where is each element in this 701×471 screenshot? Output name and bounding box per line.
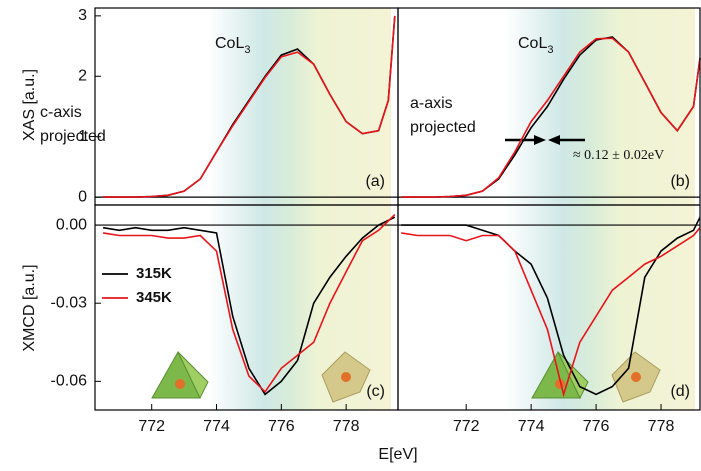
shading [208, 8, 695, 410]
data-line [102, 216, 396, 396]
y-tick-label: -0.03 [51, 294, 88, 311]
x-tick-label: 774 [518, 418, 545, 435]
edge-label-sub: 3 [244, 44, 250, 56]
x-tick-label: 778 [333, 418, 360, 435]
y-tick-label: 1 [78, 128, 87, 145]
panel-label: (d) [670, 383, 690, 400]
panel-label: (b) [670, 173, 690, 190]
arrow-head [534, 135, 546, 145]
note: a-axis [410, 95, 453, 112]
panel-label: (a) [365, 173, 385, 190]
y-tick-label: 2 [78, 68, 87, 85]
note: c-axis [40, 104, 82, 121]
atom-icon [555, 379, 565, 389]
data-line [102, 214, 396, 394]
note: projected [410, 119, 476, 136]
y-axis-title: XAS [a.u.] [21, 69, 38, 141]
data-line [103, 15, 396, 198]
note: projected [40, 128, 106, 145]
width-label: ≈ 0.12 ± 0.02eV [573, 148, 664, 163]
data-line [401, 216, 701, 396]
data-line [401, 227, 701, 398]
x-tick-label: 772 [138, 418, 165, 435]
x-tick-label: 776 [268, 418, 295, 435]
atom-icon [175, 379, 185, 389]
x-tick-label: 772 [453, 418, 480, 435]
y-axis-title: XMCD [a.u.] [21, 264, 38, 351]
data-line [401, 37, 701, 198]
x-tick-label: 776 [583, 418, 610, 435]
edge-label: CoL3 [215, 35, 250, 56]
legend-label: 315K [136, 265, 172, 282]
y-tick-label: 3 [78, 7, 87, 24]
edge-label-main: CoL [518, 35, 547, 52]
tetrahedron-icon [177, 351, 209, 400]
panel-label: (c) [366, 383, 385, 400]
energy-band [505, 8, 695, 410]
atom-icon [631, 372, 641, 382]
y-tick-label: 0.00 [56, 216, 87, 233]
x-axis-title: E[eV] [378, 446, 417, 463]
x-tick-label: 778 [648, 418, 675, 435]
y-tick-label: 0 [78, 188, 87, 205]
atom-icon [341, 372, 351, 382]
panel-frame [397, 204, 701, 411]
y-tick-label: -0.06 [51, 373, 88, 390]
energy-band [208, 8, 391, 410]
edge-label-sub: 3 [547, 44, 553, 56]
arrow-head [548, 135, 560, 145]
edge-label: CoL3 [518, 35, 553, 56]
legend-label: 345K [136, 289, 172, 306]
edge-label-main: CoL [215, 35, 244, 52]
icons [151, 350, 661, 403]
x-tick-label: 774 [203, 418, 230, 435]
